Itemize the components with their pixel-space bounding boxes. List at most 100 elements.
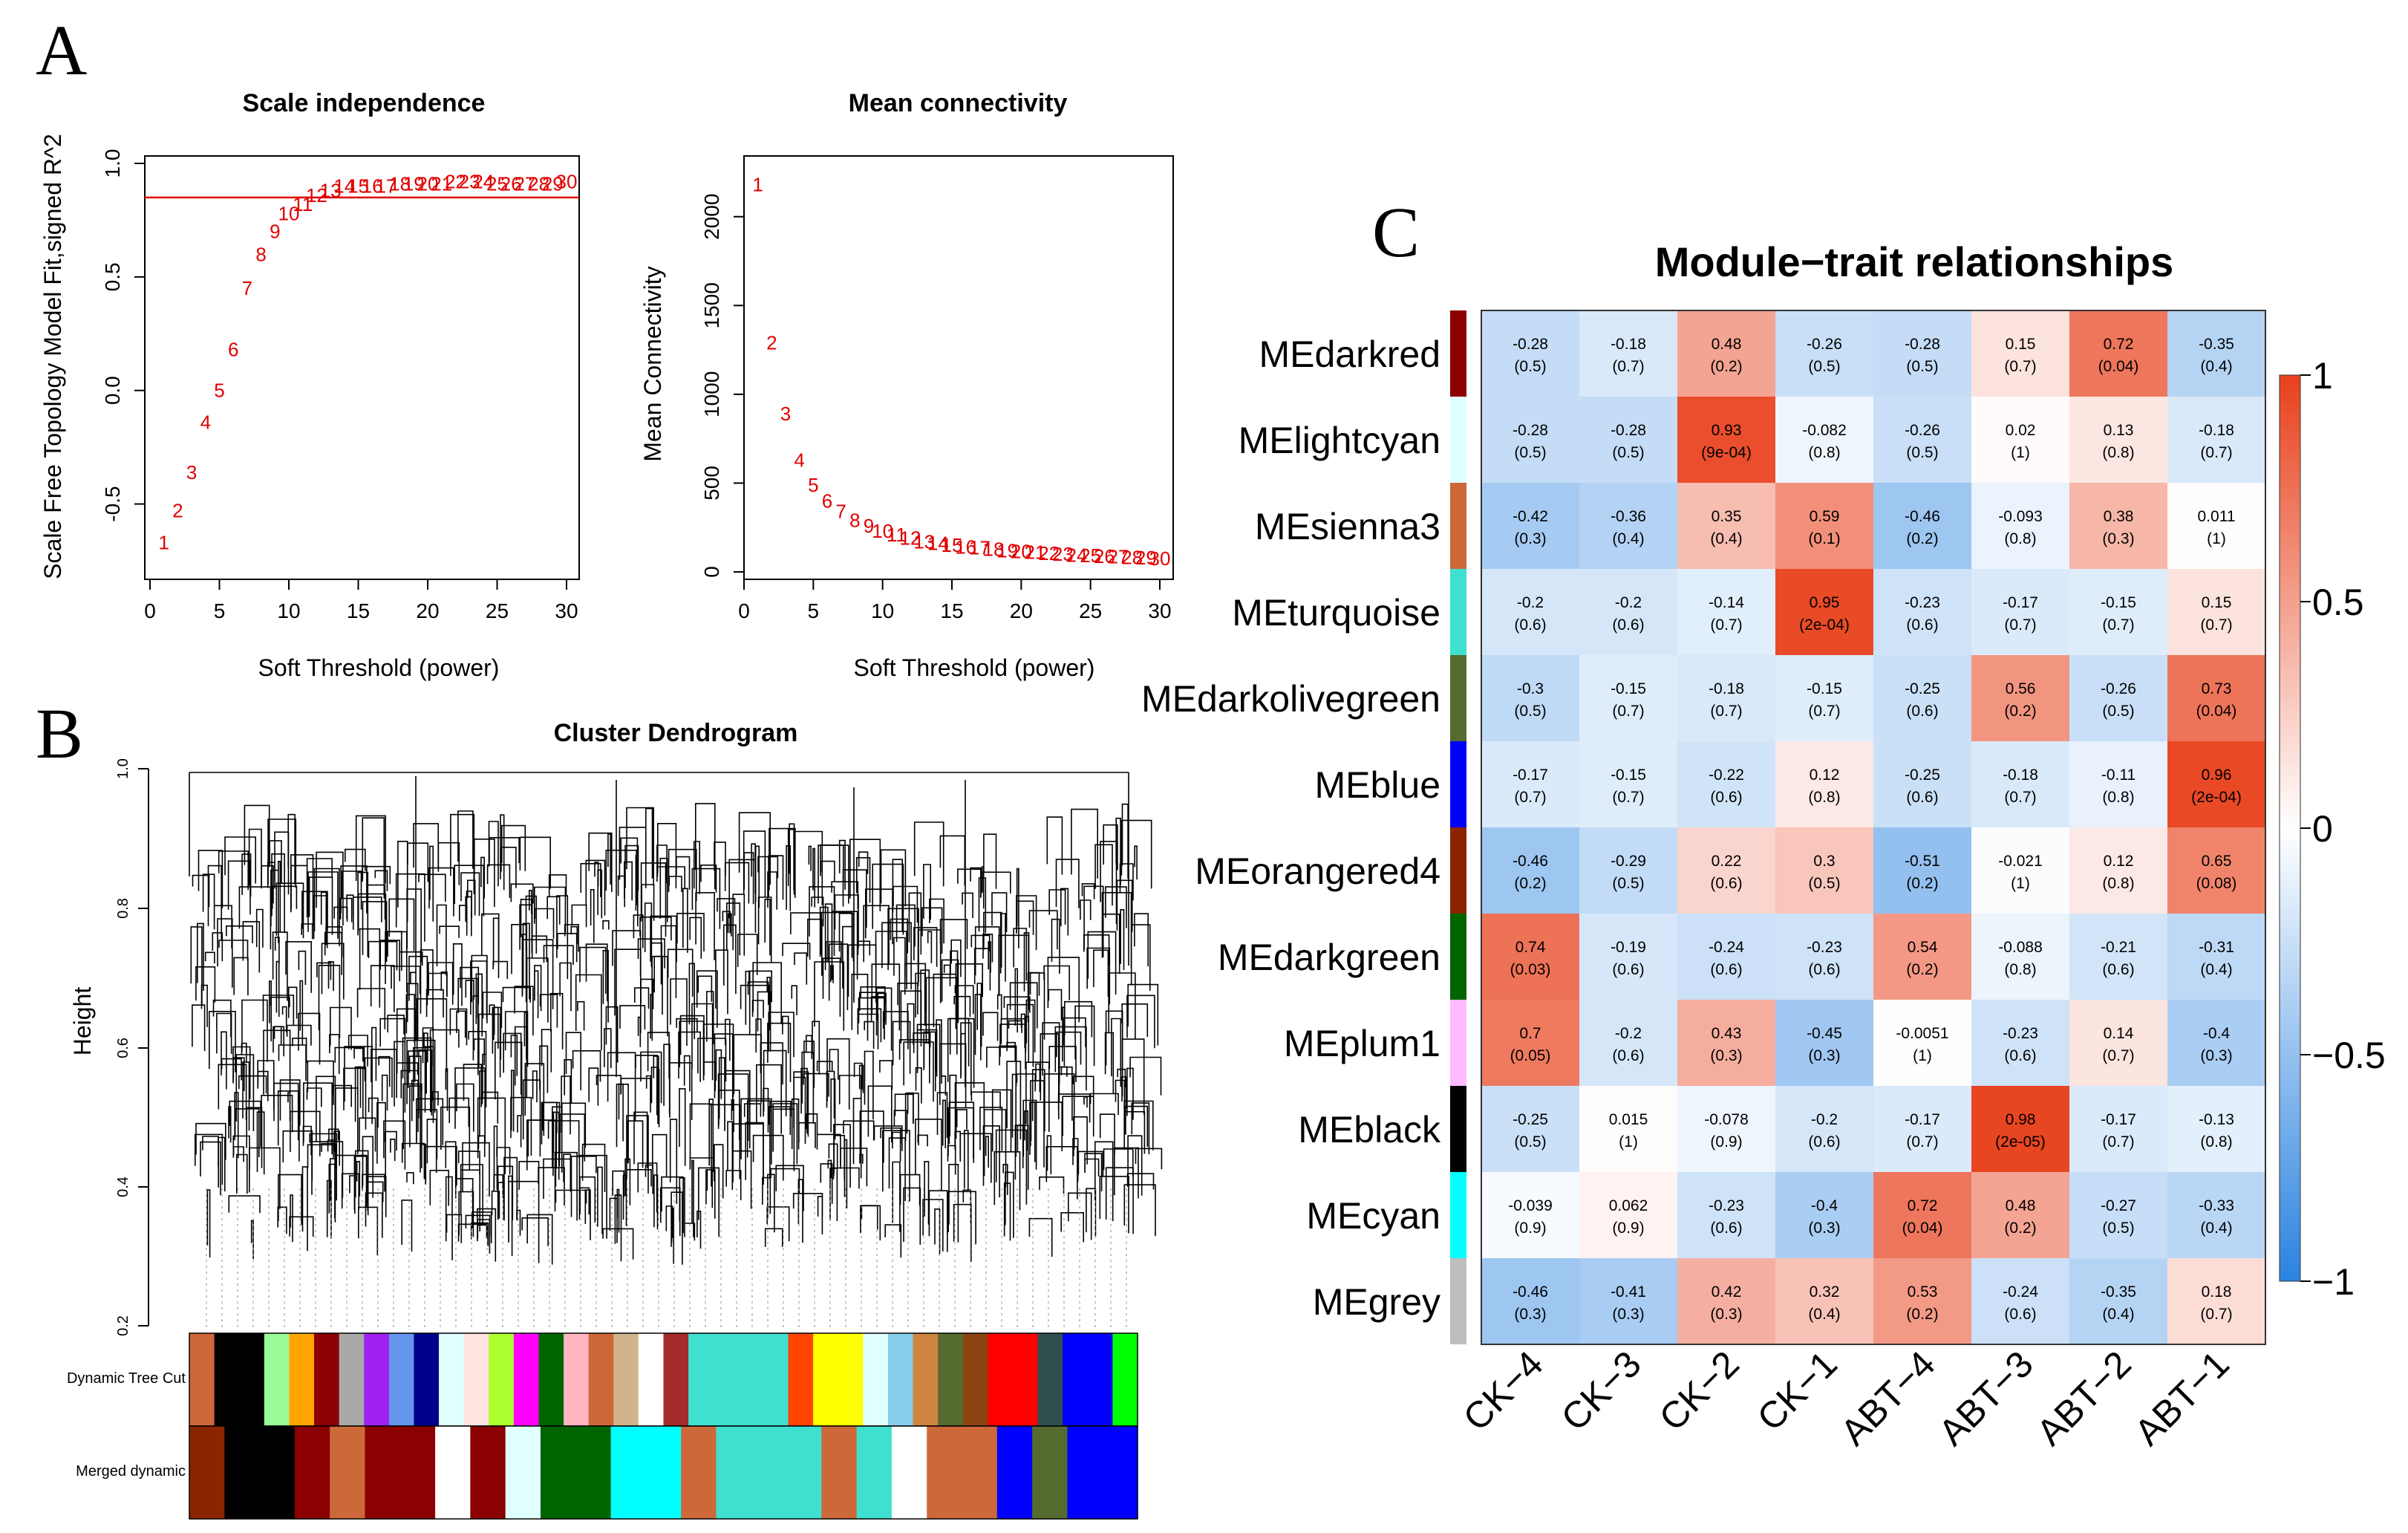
cell-correlation: -0.23 (1807, 939, 1842, 956)
heatmap-cell (1481, 1172, 1579, 1258)
mean-connectivity-point-label: 30 (1149, 547, 1171, 570)
heatmap-cell (1971, 827, 2069, 914)
dynamic-tree-cut-track-segment (863, 1333, 889, 1426)
cell-pvalue: (0.6) (1514, 616, 1546, 634)
mean-connectivity-ylabel: Mean Connectivity (639, 266, 666, 461)
mean-connectivity-point-label: 13 (913, 530, 935, 553)
column-label: CK−3 (1553, 1343, 1649, 1439)
cell-correlation: -0.088 (1998, 939, 2043, 956)
cell-correlation: -0.15 (2101, 594, 2136, 611)
row-label-medarkgreen: MEdarkgreen (1218, 937, 1440, 978)
merged-dynamic-track-segment (962, 1426, 998, 1519)
cell-correlation: 0.53 (1908, 1283, 1938, 1301)
cell-pvalue: (1) (2207, 530, 2226, 547)
heatmap-cell (1873, 655, 1971, 741)
cell-pvalue: (0.2) (1906, 875, 1938, 892)
cell-correlation: -0.27 (2101, 1197, 2136, 1214)
scale-independence-y-tick-label: 0.0 (101, 376, 124, 405)
module-color-swatch (1450, 569, 1466, 655)
scale-independence-point-label: 2 (172, 500, 183, 522)
merged-dynamic-track-segment (294, 1426, 330, 1519)
mean-connectivity-point-label: 22 (1038, 542, 1060, 564)
heatmap-cell (1971, 1172, 2069, 1258)
cell-correlation: 0.48 (1712, 336, 1742, 353)
heatmap-cell (1481, 655, 1579, 741)
merged-dynamic-track-segment (645, 1426, 682, 1519)
cell-pvalue: (1) (2011, 444, 2030, 461)
dynamic-tree-cut-track-segment (239, 1333, 265, 1426)
scale-independence-x-tick-label: 15 (347, 599, 370, 622)
dynamic-tree-cut-track-segment (813, 1333, 839, 1426)
cell-correlation: -0.078 (1704, 1111, 1749, 1128)
heatmap-cell (2069, 483, 2167, 569)
heatmap-cell (1677, 310, 1775, 397)
cell-correlation: -0.33 (2199, 1197, 2234, 1214)
dendrogram-y-tick-label: 1.0 (115, 758, 131, 779)
cluster-dendrogram: Cluster Dendrogram Height 1.0 0.8 0.6 0.4 0.… (67, 719, 1163, 1520)
cell-correlation: -0.082 (1802, 422, 1847, 439)
heatmap-cell (1775, 310, 1873, 397)
cell-correlation: -0.46 (1513, 1283, 1548, 1301)
mean-connectivity-x-tick-label: 10 (871, 599, 894, 622)
cell-pvalue: (0.5) (1514, 444, 1546, 461)
heatmap-cell (2167, 397, 2265, 483)
mean-connectivity-plot: Mean connectivity Soft Threshold (power)… (639, 89, 1174, 681)
scale-independence-x-tick-label: 25 (486, 599, 509, 622)
cell-pvalue: (0.5) (1514, 1133, 1546, 1150)
heatmap-cell (1971, 1258, 2069, 1344)
panel-letter-c: C (1372, 192, 1420, 272)
dynamic-tree-cut-track-segment (738, 1333, 764, 1426)
scale-independence-point-label: 13 (320, 180, 342, 202)
row-label-melightcyan: MElightcyan (1239, 420, 1440, 461)
heatmap-cell (1481, 483, 1579, 569)
cell-pvalue: (0.2) (2004, 703, 2036, 720)
heatmap-cell (1971, 1000, 2069, 1086)
cell-pvalue: (0.2) (1906, 961, 1938, 978)
mean-connectivity-point-label: 5 (808, 474, 818, 496)
cell-correlation: -0.25 (1905, 680, 1940, 697)
dynamic-tree-cut-track-segment (538, 1333, 564, 1426)
dynamic-tree-cut-track-segment (439, 1333, 465, 1426)
dynamic-tree-cut-track-segment (988, 1333, 1014, 1426)
heatmap-cell (2167, 1000, 2265, 1086)
cell-correlation: 0.56 (2006, 680, 2036, 697)
heatmap-cell (1579, 1086, 1677, 1172)
cell-pvalue: (0.3) (1514, 1306, 1546, 1323)
cell-correlation: -0.17 (2003, 594, 2038, 611)
cell-pvalue: (0.7) (1906, 1133, 1938, 1150)
row-label-mecyan: MEcyan (1306, 1195, 1440, 1237)
dynamic-tree-cut-track-segment (214, 1333, 240, 1426)
cell-pvalue: (0.5) (1808, 358, 1840, 375)
cell-correlation: -0.28 (1513, 336, 1548, 353)
mean-connectivity-point-label: 15 (942, 534, 963, 556)
heatmap-cell (1481, 569, 1579, 655)
module-color-swatch (1450, 1000, 1466, 1086)
heatmap-cell (1873, 741, 1971, 827)
cell-correlation: -0.23 (1905, 594, 1940, 611)
merged-dynamic-track-segment (505, 1426, 541, 1519)
scale-independence-point-label: 12 (306, 184, 327, 206)
cell-pvalue: (0.6) (2004, 1306, 2036, 1323)
heatmap-cell (2069, 569, 2167, 655)
scale-independence-point-label: 16 (362, 175, 383, 198)
cell-pvalue: (0.2) (2004, 1220, 2036, 1237)
scale-independence-point-label: 25 (486, 173, 508, 195)
scale-independence-plot: Scale independence Soft Threshold (power… (39, 89, 580, 681)
dynamic-tree-cut-track-segment (414, 1333, 440, 1426)
scale-independence-point-label: 10 (278, 202, 300, 224)
heatmap-cell (1873, 1172, 1971, 1258)
mean-connectivity-x-tick-label: 30 (1148, 599, 1171, 622)
dendrogram-y-tick-label: 0.6 (115, 1038, 131, 1058)
cell-pvalue: (0.6) (1710, 961, 1742, 978)
scale-independence-point-label: 21 (431, 173, 452, 195)
merged-dynamic-track-segment (259, 1426, 296, 1519)
mean-connectivity-point-label: 10 (872, 520, 893, 542)
mean-connectivity-point-label: 26 (1094, 545, 1115, 567)
cell-correlation: 0.02 (2006, 422, 2036, 439)
row-label-meplum1: MEplum1 (1284, 1023, 1440, 1064)
heatmap-cell (1579, 397, 1677, 483)
cell-correlation: -0.13 (2199, 1111, 2234, 1128)
heatmap-cell (1677, 827, 1775, 914)
scale-independence-title: Scale independence (243, 89, 486, 117)
dynamic-tree-cut-track-segment (189, 1333, 215, 1426)
